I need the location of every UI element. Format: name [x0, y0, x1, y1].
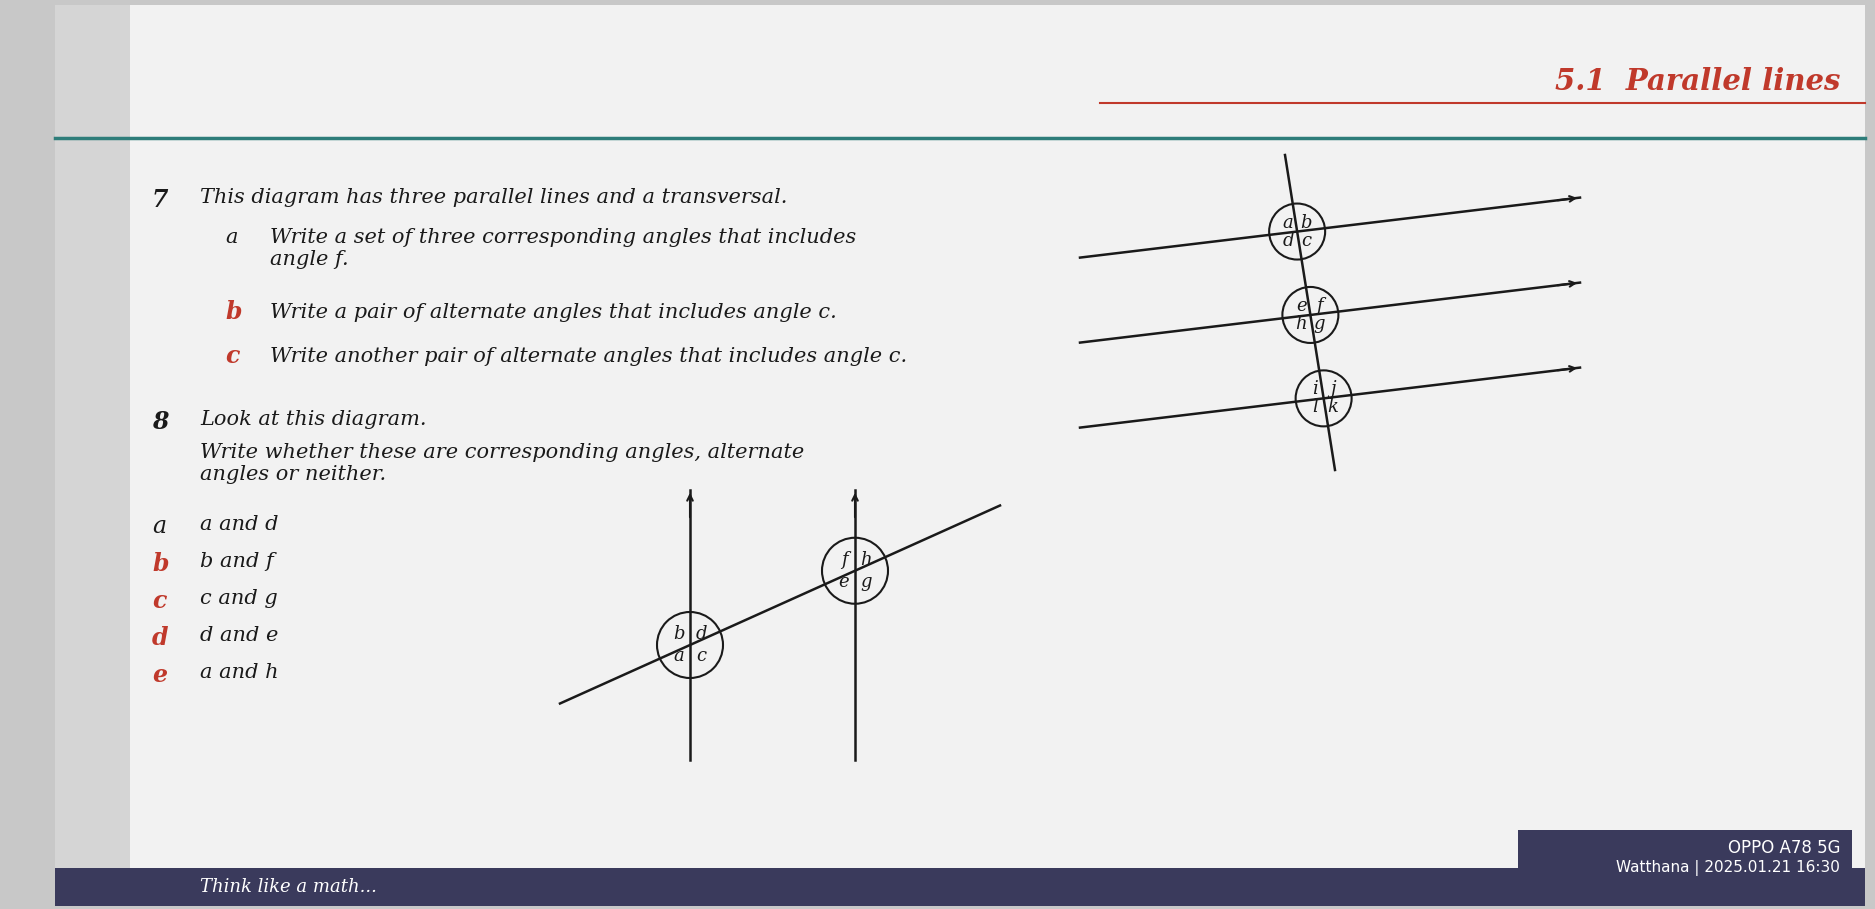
Text: d: d: [1282, 232, 1294, 250]
Text: Write a set of three corresponding angles that includes
angle f.: Write a set of three corresponding angle…: [270, 228, 857, 269]
Text: b: b: [1301, 214, 1312, 232]
Text: c and g: c and g: [201, 589, 278, 608]
Text: Look at this diagram.: Look at this diagram.: [201, 410, 426, 429]
Text: a: a: [225, 228, 238, 247]
Text: h: h: [861, 551, 872, 569]
Text: e: e: [1296, 297, 1307, 315]
Text: g: g: [861, 573, 872, 591]
Text: i: i: [1312, 380, 1318, 398]
Text: 8: 8: [152, 410, 169, 434]
Text: d: d: [696, 625, 707, 643]
Text: c: c: [152, 589, 167, 613]
Text: h: h: [1296, 315, 1307, 333]
Text: b: b: [152, 552, 169, 576]
Text: g: g: [1314, 315, 1326, 333]
Text: b and f: b and f: [201, 552, 274, 571]
Text: b: b: [673, 625, 684, 643]
Text: c: c: [225, 344, 240, 368]
Text: OPPO A78 5G: OPPO A78 5G: [1727, 839, 1839, 857]
Text: e: e: [152, 663, 167, 687]
Text: Write a pair of alternate angles that includes angle c.: Write a pair of alternate angles that in…: [270, 303, 836, 322]
Text: a and h: a and h: [201, 663, 279, 682]
Text: j: j: [1329, 380, 1335, 398]
Text: a: a: [152, 515, 167, 538]
Text: Write whether these are corresponding angles, alternate
angles or neither.: Write whether these are corresponding an…: [201, 443, 804, 484]
Text: e: e: [838, 573, 849, 591]
Text: d and e: d and e: [201, 626, 278, 645]
FancyBboxPatch shape: [1519, 830, 1852, 889]
Text: a: a: [673, 647, 684, 665]
Text: 7: 7: [152, 188, 169, 212]
Text: a and d: a and d: [201, 515, 279, 534]
Text: Think like a math...: Think like a math...: [201, 878, 377, 896]
Text: f: f: [840, 551, 848, 569]
FancyBboxPatch shape: [54, 5, 1866, 885]
Text: d: d: [152, 626, 169, 650]
Text: c: c: [1301, 232, 1311, 250]
Text: c: c: [696, 647, 707, 665]
Text: This diagram has three parallel lines and a transversal.: This diagram has three parallel lines an…: [201, 188, 788, 207]
Text: f: f: [1316, 297, 1322, 315]
Text: 5.1  Parallel lines: 5.1 Parallel lines: [1554, 67, 1839, 96]
Text: a: a: [1282, 214, 1294, 232]
FancyBboxPatch shape: [54, 868, 1866, 906]
Text: Watthana | 2025.01.21 16:30: Watthana | 2025.01.21 16:30: [1616, 860, 1839, 876]
Polygon shape: [54, 5, 129, 885]
Text: b: b: [225, 300, 242, 324]
Text: k: k: [1328, 398, 1339, 416]
Text: l: l: [1312, 398, 1318, 416]
Text: Write another pair of alternate angles that includes angle c.: Write another pair of alternate angles t…: [270, 347, 907, 366]
